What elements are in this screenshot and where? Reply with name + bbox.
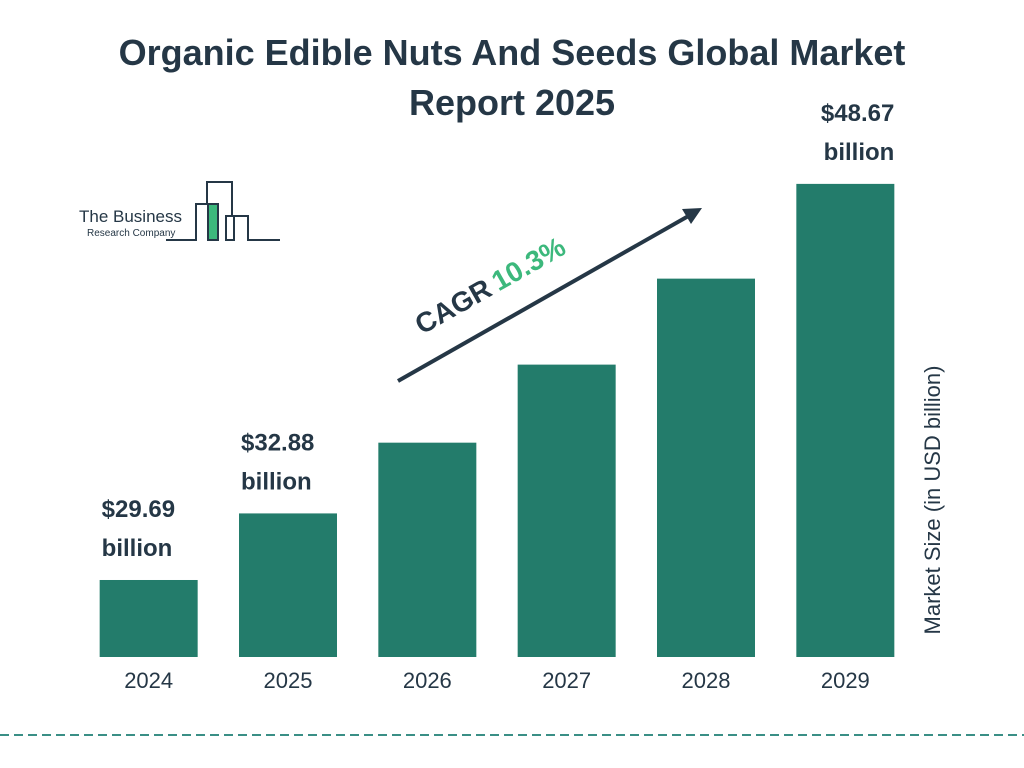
x-tick-label: 2029 [821,668,870,693]
x-tick-label: 2027 [542,668,591,693]
arrow-head [682,208,702,224]
value-label: $29.69 billion [102,496,175,562]
logo-text: Research Company [87,228,175,239]
bar [378,442,477,657]
logo-text: The Business [79,207,182,226]
x-tick-label: 2028 [682,668,731,693]
y-axis-label: Market Size (in USD billion) [920,366,945,635]
x-tick-label: 2024 [124,668,173,693]
bar [657,278,755,657]
logo [166,181,280,241]
value-label: $48.67 billion [821,100,894,166]
bar [796,183,895,657]
bar [239,513,337,657]
bar [99,579,198,657]
bar [517,364,616,657]
cagr: CAGR 10.3% [410,231,571,340]
chart-title: Organic Edible Nuts And Seeds Global Mar… [118,32,906,123]
value-label: $32.88 billion [241,429,314,495]
cagr-value: 10.3% [486,231,570,297]
cagr-arrow [397,212,693,383]
x-tick-label: 2026 [403,668,452,693]
x-tick-label: 2025 [264,668,313,693]
